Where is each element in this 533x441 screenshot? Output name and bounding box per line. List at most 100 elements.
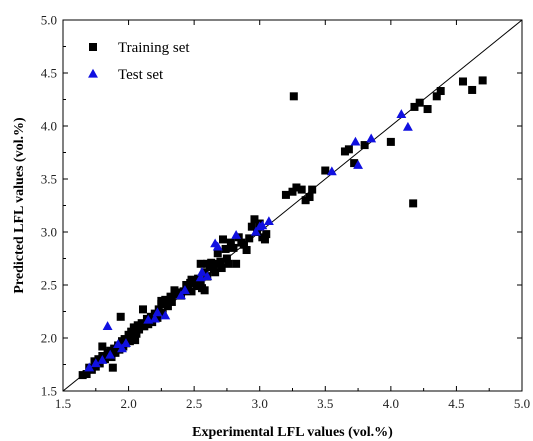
training-point (207, 258, 216, 267)
training-point (468, 85, 477, 94)
training-point (158, 308, 167, 317)
training-point (292, 183, 301, 192)
test-point (326, 166, 337, 176)
training-point (138, 305, 147, 314)
test-point (121, 338, 131, 347)
training-point (127, 327, 136, 336)
x-axis-title: Experimental LFL values (vol.%) (192, 425, 393, 440)
test-point (402, 121, 413, 131)
legend-label-training: Training set (118, 40, 190, 56)
legend-triangle-marker (88, 68, 98, 78)
x-tick-label: 1.5 (55, 396, 71, 411)
training-point (350, 159, 359, 168)
training-point (436, 87, 445, 96)
y-tick-label: 4.0 (41, 119, 57, 134)
training-point (187, 287, 196, 296)
y-tick-label: 4.5 (41, 66, 57, 81)
training-point (135, 325, 144, 334)
training-point (321, 166, 330, 175)
training-point (131, 336, 140, 345)
training-point (432, 92, 441, 101)
training-point (120, 335, 129, 344)
test-point (149, 313, 160, 323)
training-point (297, 185, 306, 194)
y-tick-label: 1.5 (41, 384, 57, 399)
y-axis-ticks: 1.5 2.0 2.5 3.0 3.5 4.0 4.5 5.0 (41, 13, 522, 399)
training-point (211, 268, 220, 277)
training-point (218, 235, 227, 244)
x-axis-ticks: 1.5 2.0 2.5 3.0 3.5 4.0 4.5 5.0 (55, 20, 530, 411)
y-tick-label: 3.0 (41, 225, 57, 240)
x-tick-label: 4.0 (383, 396, 399, 411)
test-point (202, 271, 213, 281)
training-point (229, 243, 238, 252)
training-point (132, 329, 141, 338)
training-point (157, 296, 166, 305)
test-point (257, 220, 268, 230)
training-point (260, 235, 269, 244)
test-point (197, 267, 207, 276)
test-point (231, 229, 242, 239)
test-point (176, 290, 186, 300)
training-point (410, 102, 419, 111)
test-point (90, 358, 101, 368)
training-point (166, 292, 175, 301)
test-point (97, 355, 108, 364)
test-point (212, 241, 223, 251)
training-point (100, 355, 109, 364)
test-point (396, 109, 407, 118)
training-point (196, 259, 205, 268)
training-point (163, 302, 172, 311)
training-point (216, 257, 225, 266)
y-tick-label: 5.0 (41, 13, 57, 28)
training-point (344, 145, 353, 154)
training-point (116, 312, 125, 321)
test-point (152, 307, 163, 317)
x-tick-label: 3.0 (252, 396, 268, 411)
training-point (458, 77, 467, 86)
legend: Training set Test set (88, 40, 190, 83)
y-tick-label: 3.5 (41, 172, 57, 187)
training-point (305, 193, 314, 202)
test-point (180, 285, 190, 294)
training-point (262, 230, 271, 239)
test-point (117, 343, 127, 353)
test-point (105, 349, 116, 359)
legend-item-test: Test set (88, 67, 164, 83)
training-point (226, 238, 235, 247)
training-point (232, 259, 241, 268)
training-point (221, 244, 230, 253)
x-tick-label: 4.5 (448, 396, 464, 411)
test-point (113, 339, 124, 348)
training-point (82, 370, 91, 379)
training-point (409, 199, 418, 208)
legend-label-test: Test set (118, 67, 164, 83)
x-tick-label: 2.5 (186, 396, 202, 411)
training-point (222, 254, 231, 263)
training-point (153, 313, 162, 322)
y-tick-label: 2.5 (41, 278, 57, 293)
training-point (242, 246, 251, 255)
training-point (108, 363, 117, 372)
x-tick-label: 5.0 (514, 396, 530, 411)
x-tick-label: 2.0 (120, 396, 136, 411)
training-point (247, 222, 256, 231)
test-point (350, 136, 361, 146)
test-point (84, 362, 95, 372)
training-point (196, 278, 205, 287)
training-point (308, 185, 317, 194)
data-points-layer (78, 76, 487, 380)
training-point (200, 286, 209, 295)
training-point (213, 249, 222, 258)
training-point (245, 234, 254, 243)
training-point (281, 190, 290, 199)
y-axis-title: Predicted LFL values (vol.%) (12, 117, 27, 294)
test-point (263, 216, 274, 226)
test-point (102, 321, 113, 330)
training-point (167, 297, 176, 306)
training-point (386, 137, 395, 146)
legend-square-marker (89, 43, 97, 51)
training-point (250, 215, 259, 224)
training-point (217, 264, 226, 273)
